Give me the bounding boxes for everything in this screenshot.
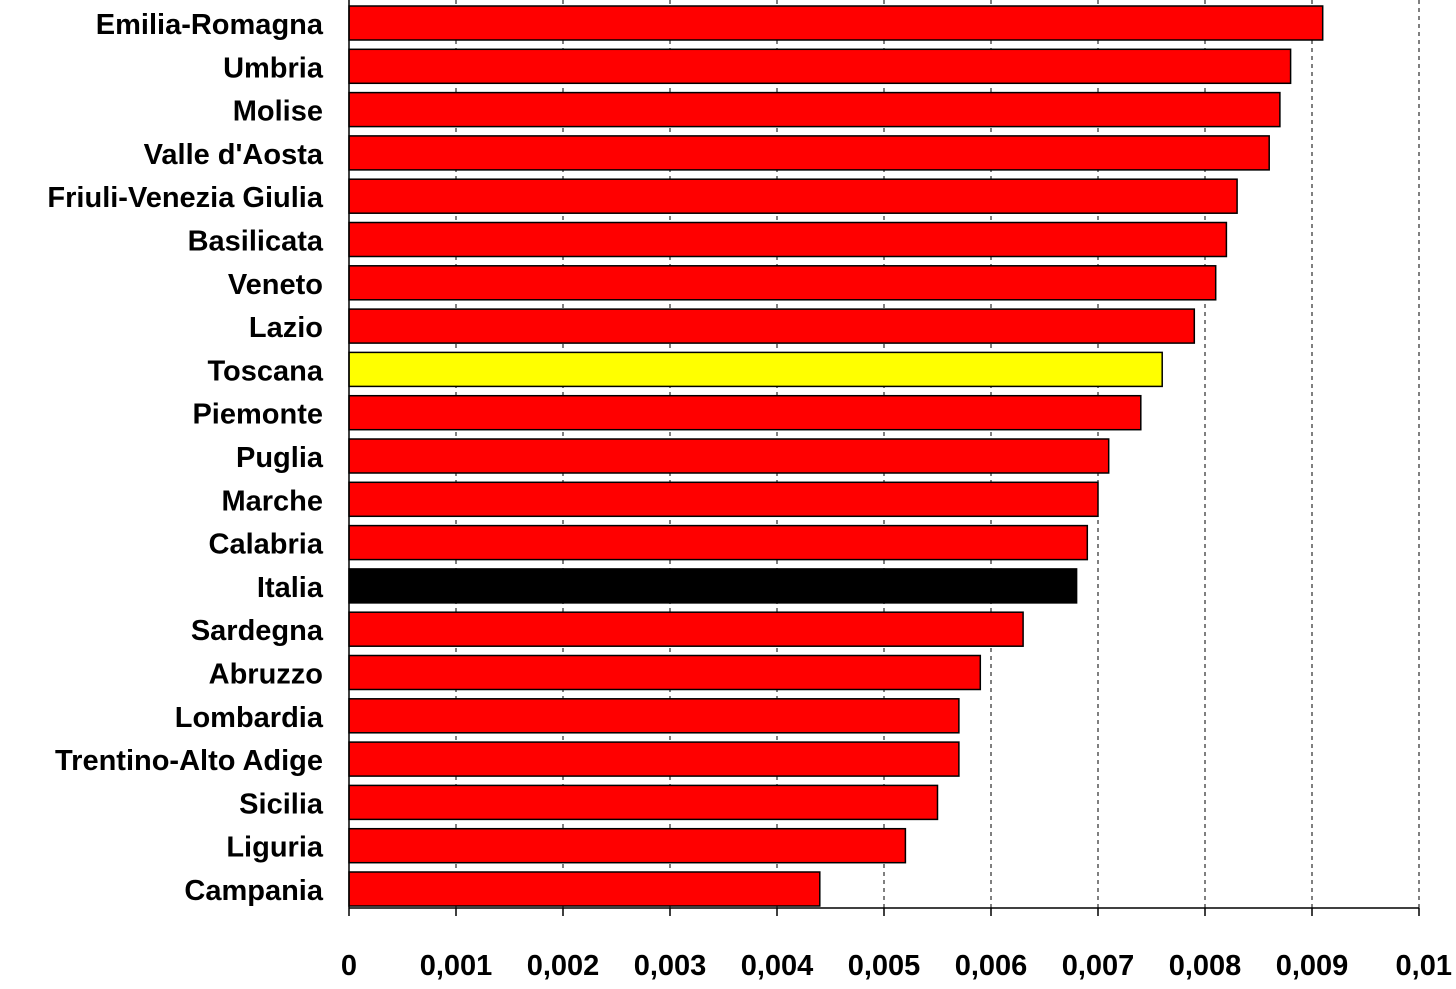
category-label: Liguria (226, 832, 324, 864)
bar (348, 481, 1099, 518)
x-tick-label: 0,002 (527, 950, 600, 982)
category-label: Emilia-Romagna (96, 9, 324, 41)
category-label: Calabria (209, 529, 324, 561)
bar (348, 308, 1196, 344)
category-label: Valle d'Aosta (144, 139, 324, 171)
x-tick-label: 0,003 (634, 950, 707, 982)
bar (348, 611, 1024, 647)
x-tick-label: 0 (341, 950, 357, 982)
bar (348, 265, 1217, 301)
bar (348, 5, 1324, 41)
x-tick-label: 0,006 (955, 950, 1028, 982)
x-tick-label: 0,004 (741, 950, 814, 982)
category-labels: Emilia-Romagna Umbria Molise Valle d'Aosta F… (47, 9, 323, 907)
bar (348, 871, 821, 907)
bar (348, 221, 1228, 258)
bar (348, 524, 1089, 561)
category-label: Molise (233, 96, 323, 128)
bar (348, 827, 907, 864)
bars (348, 5, 1324, 907)
x-tick-label: 0,009 (1276, 950, 1349, 982)
x-tick-label: 0,007 (1062, 950, 1135, 982)
category-label: Basilicata (188, 226, 324, 258)
bar (348, 438, 1110, 474)
category-label: Veneto (228, 269, 323, 301)
category-label: Piemonte (192, 399, 323, 431)
category-label: Puglia (236, 442, 324, 474)
bar (348, 568, 1078, 604)
bar (348, 135, 1270, 171)
category-label: Umbria (223, 52, 324, 84)
bar (348, 351, 1163, 388)
category-label: Italia (257, 572, 324, 604)
category-label: Marche (221, 485, 323, 517)
category-label: Campania (184, 875, 323, 907)
x-tick-label: 0,005 (848, 950, 921, 982)
bar (348, 741, 960, 777)
x-tick-label: 0,008 (1169, 950, 1242, 982)
x-axis: 0 0,001 0,002 0,003 0,004 0,005 0,006 0,007 0,00… (341, 0, 1452, 982)
category-label: Sardegna (191, 615, 324, 647)
bar (348, 394, 1142, 431)
category-label: Toscana (207, 355, 323, 387)
bar (348, 91, 1281, 128)
bar (348, 698, 960, 734)
bar (348, 178, 1238, 214)
category-label: Trentino-Alto Adige (55, 745, 323, 777)
bar (348, 48, 1292, 85)
category-label: Abruzzo (209, 659, 323, 691)
category-label: Friuli-Venezia Giulia (47, 182, 323, 214)
category-label: Sicilia (239, 788, 324, 820)
bar (348, 654, 982, 691)
x-tick-label: 0,01 (1396, 950, 1452, 982)
x-tick-label: 0,001 (420, 950, 493, 982)
bar (348, 784, 939, 821)
category-label: Lombardia (175, 702, 324, 734)
category-label: Lazio (249, 312, 323, 344)
